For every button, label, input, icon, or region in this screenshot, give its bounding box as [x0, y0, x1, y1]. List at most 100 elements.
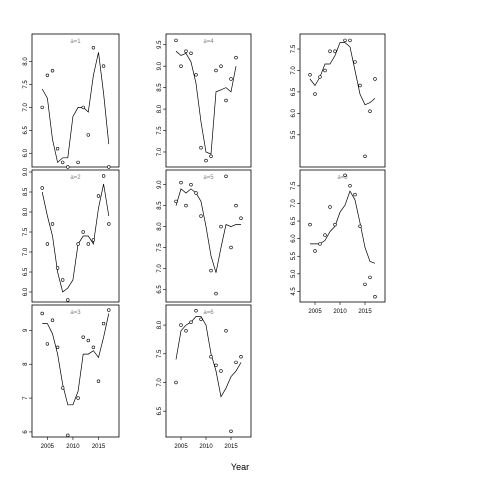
data-point	[40, 105, 44, 110]
data-point	[55, 147, 60, 151]
y-tick-label: 7.0	[157, 264, 163, 273]
data-point	[328, 49, 332, 53]
y-tick-label: 7.5	[157, 126, 163, 135]
y-tick-label: 7.5	[291, 44, 297, 53]
y-tick-label: 8.0	[157, 222, 163, 231]
data-point	[363, 282, 367, 287]
trend-line	[41, 52, 110, 164]
y-tick-label: 7.0	[23, 103, 29, 112]
y-tick-label: 4.5	[291, 287, 297, 296]
y-tick-label: 7	[23, 396, 29, 400]
y-tick-label: 7.5	[157, 349, 163, 358]
y-tick-label: 8	[23, 362, 29, 366]
y-tick-label: 8.0	[23, 57, 29, 66]
data-point	[76, 242, 80, 246]
data-point	[204, 158, 208, 163]
y-tick-label: 8.0	[157, 320, 163, 329]
data-point	[60, 160, 65, 165]
data-point	[219, 369, 223, 373]
data-point	[66, 298, 70, 302]
panel: 6 7 8 9 2005 2010 2015 a=3	[23, 304, 120, 450]
data-point	[313, 249, 317, 253]
panel-grid: 6.0 6.5 7.0 7.5 8.0 a=1 6.0 6.5 7.0 7.5 8.0 8.5 9.0 a…	[23, 33, 386, 450]
data-point	[219, 224, 223, 229]
data-point	[308, 222, 312, 227]
panel: 7.0 7.5 8.0 8.5 9.0 9.5 a=4	[157, 33, 252, 168]
data-point	[96, 379, 101, 383]
data-point	[343, 173, 347, 178]
data-point	[189, 51, 193, 55]
data-point	[224, 174, 228, 179]
data-point	[101, 321, 106, 326]
data-point	[333, 222, 337, 227]
panel: 4.5 5.0 5.5 6.0 6.5 7.0 7.5 2005 2010 2015 a=8	[291, 169, 386, 315]
data-point	[353, 192, 357, 197]
data-point	[219, 64, 223, 68]
data-point	[323, 68, 327, 73]
data-point	[373, 295, 377, 299]
trend-line	[175, 50, 237, 155]
y-tick-label: 5.5	[291, 251, 297, 260]
data-point	[323, 233, 327, 237]
panel-frame	[165, 304, 252, 438]
x-axis-label: Year	[231, 462, 249, 472]
data-point	[96, 194, 101, 198]
data-point	[174, 199, 178, 204]
panel-frame	[31, 169, 120, 303]
data-point	[363, 154, 367, 159]
y-tick-label: 8.5	[157, 83, 163, 92]
x-tick-label: 2005	[308, 309, 322, 315]
panel-frame	[165, 33, 252, 168]
data-point	[348, 38, 352, 43]
panel-frame	[165, 169, 252, 303]
trend-line	[309, 42, 376, 106]
x-tick-label: 2015	[358, 309, 372, 315]
y-tick-label: 6.0	[23, 287, 29, 296]
panel-label: a=6	[203, 310, 214, 316]
y-tick-label: 7.5	[23, 227, 29, 236]
panel: 5.5 6.0 6.5 7.0 7.5	[291, 33, 386, 168]
y-tick-label: 5.5	[291, 130, 297, 139]
trend-line	[175, 316, 242, 398]
data-point	[55, 345, 60, 349]
y-tick-label: 7.0	[291, 199, 297, 208]
panel-label: a=4	[203, 39, 214, 45]
data-point	[179, 64, 183, 68]
data-point	[318, 242, 322, 246]
panel-label: a=8	[337, 175, 348, 181]
y-tick-label: 7.0	[291, 66, 297, 75]
data-point	[107, 308, 111, 312]
data-point	[358, 224, 362, 229]
data-point	[214, 291, 218, 296]
data-point	[50, 318, 55, 322]
y-tick-label: 9.0	[157, 61, 163, 70]
trend-line	[42, 313, 110, 406]
data-point	[214, 363, 218, 367]
panel-frame	[299, 169, 386, 303]
y-tick-label: 6.0	[23, 148, 29, 157]
data-point	[45, 342, 50, 346]
y-tick-label: 6.0	[291, 109, 297, 118]
data-point	[101, 174, 106, 178]
panel: 6.5 7.0 7.5 8.0 2005 2010 2015 a=6	[157, 304, 252, 450]
data-point	[224, 98, 228, 103]
data-point	[50, 222, 55, 226]
data-point	[86, 242, 91, 246]
panel-label: a=3	[70, 310, 81, 316]
data-point	[50, 68, 55, 73]
x-tick-label: 2005	[174, 444, 188, 450]
data-point	[179, 323, 183, 327]
data-point	[368, 275, 372, 280]
panel: 6.0 6.5 7.0 7.5 8.0 a=1	[23, 33, 120, 169]
data-point	[60, 278, 65, 282]
data-point	[229, 77, 233, 81]
data-point	[199, 317, 203, 321]
x-tick-label: 2015	[92, 444, 106, 450]
data-point	[209, 355, 213, 359]
data-point	[333, 49, 337, 53]
data-point	[194, 309, 198, 313]
data-point	[199, 146, 203, 150]
data-point	[174, 38, 178, 43]
y-tick-label: 8.0	[157, 104, 163, 113]
